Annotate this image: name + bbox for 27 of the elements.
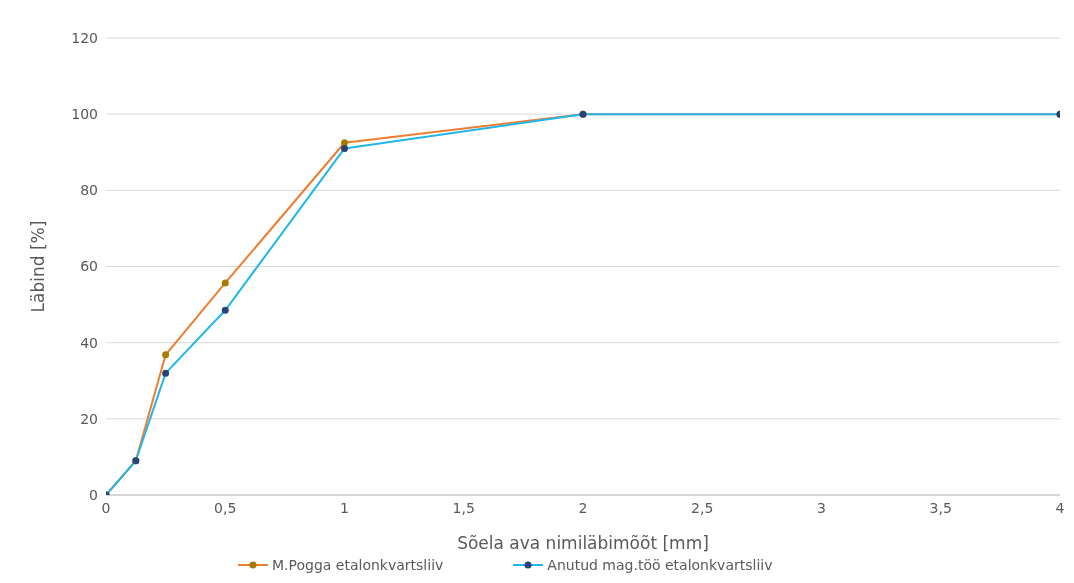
- x-tick-label: 2: [578, 499, 588, 516]
- y-axis-title: Läbind [%]: [28, 220, 49, 313]
- point: [162, 369, 170, 377]
- legend-label: M.Pogga etalonkvartsliiv: [272, 557, 444, 573]
- legend-label: Anutud mag.töö etalonkvartsliiv: [547, 557, 773, 573]
- line-series: [106, 110, 1060, 495]
- y-tick-label: 80: [80, 182, 98, 199]
- point: [221, 279, 229, 287]
- x-tick-label: 3: [817, 499, 826, 516]
- x-tick-label: 4: [1055, 499, 1065, 516]
- y-tick-label: 60: [80, 258, 98, 275]
- x-tick-label: 2,5: [691, 499, 714, 516]
- y-tick-label: 120: [71, 29, 98, 46]
- y-tick-label: 20: [80, 410, 98, 427]
- y-tick-label: 0: [89, 486, 98, 503]
- point: [162, 351, 170, 359]
- y-tick-label: 100: [71, 106, 98, 123]
- x-axis-title: Sõela ava nimiläbimõõt [mm]: [457, 533, 709, 553]
- point: [341, 144, 348, 152]
- point: [341, 139, 348, 147]
- y-tick-label: 40: [80, 334, 98, 351]
- x-tick-label: 0,5: [214, 499, 237, 516]
- x-tick-label: 1,5: [452, 499, 475, 516]
- x-tick-label: 0: [101, 499, 111, 516]
- point: [221, 306, 229, 314]
- x-tick-label: 3,5: [929, 499, 952, 516]
- x-tick-label: 1: [340, 499, 349, 516]
